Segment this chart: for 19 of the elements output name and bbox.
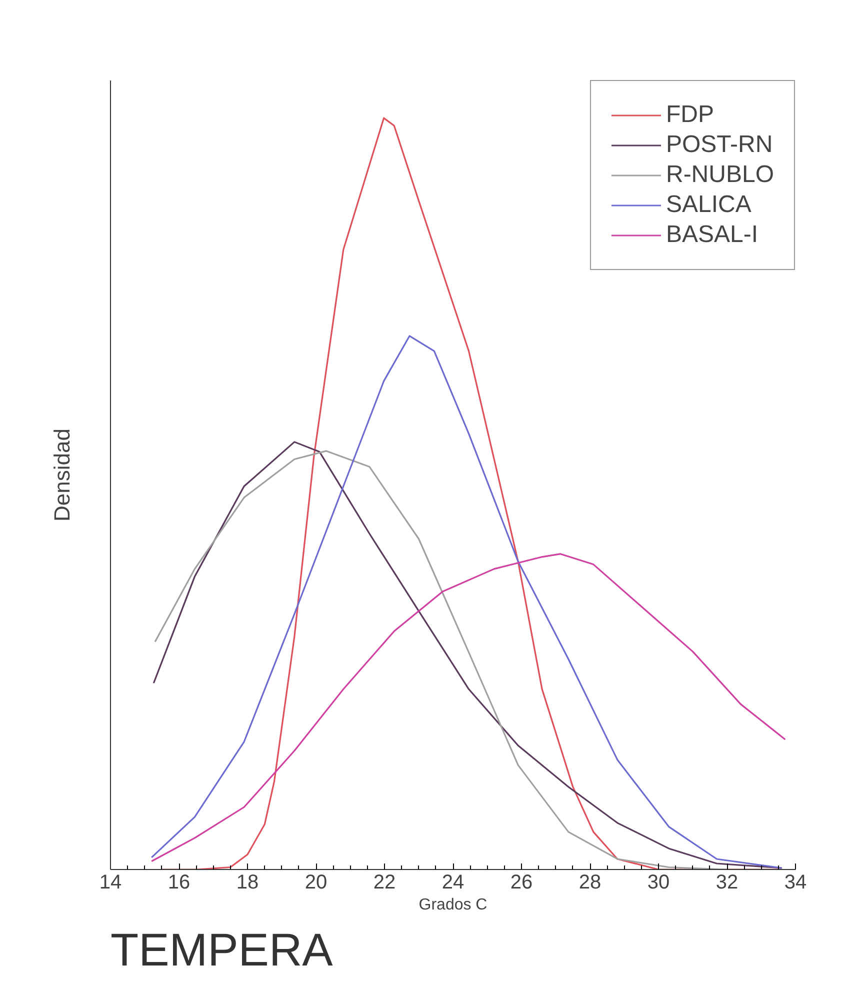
legend-label: R-NUBLO <box>666 161 774 189</box>
x-tick-label: 28 <box>578 872 602 894</box>
legend-label: SALICA <box>666 191 752 219</box>
x-tick-label: 26 <box>510 872 533 894</box>
x-tick-label: 20 <box>304 872 328 894</box>
legend-label: POST-RN <box>666 131 773 159</box>
x-tick-label: 30 <box>647 872 670 894</box>
x-axis-title: Grados C <box>418 896 488 914</box>
y-axis-title: Densidad <box>50 428 74 522</box>
x-tick-label: 32 <box>716 872 738 894</box>
x-tick-label: 22 <box>373 872 396 894</box>
x-tick-label: 16 <box>168 872 190 894</box>
legend-label: BASAL-I <box>666 221 758 249</box>
x-tick-label: 18 <box>236 872 259 894</box>
x-tick-label: 14 <box>99 872 122 894</box>
text: TEMPERA <box>110 924 334 976</box>
x-tick-label: 24 <box>442 872 464 894</box>
legend-label: FDP <box>666 101 714 129</box>
x-tick-label: 34 <box>784 872 807 894</box>
